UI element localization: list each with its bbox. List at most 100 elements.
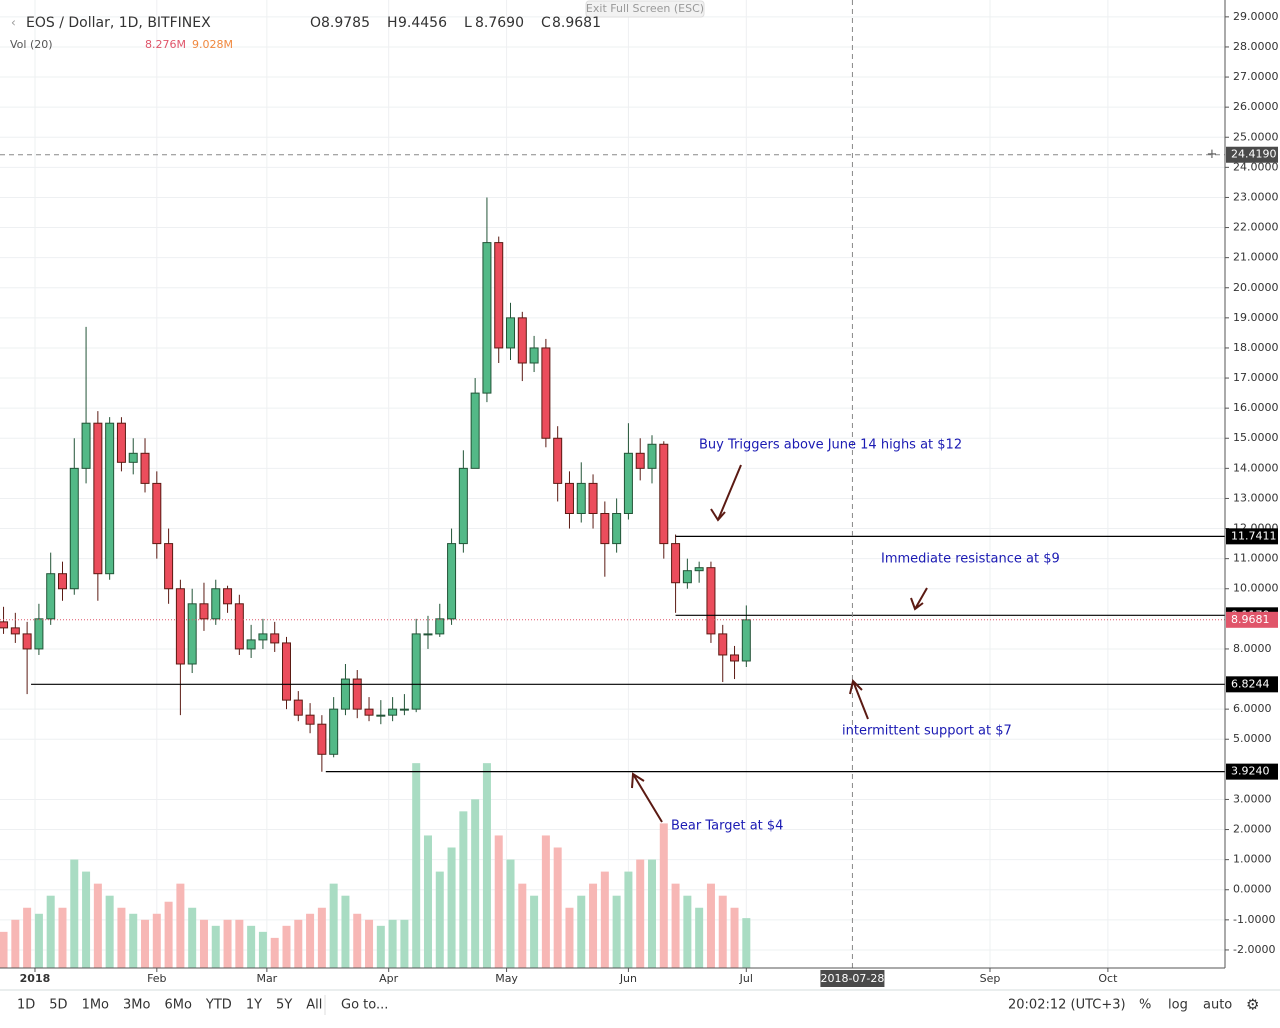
volume-bar <box>695 907 704 968</box>
volume-bar <box>636 859 645 968</box>
volume-bar <box>400 919 409 968</box>
volume-bar <box>718 895 727 968</box>
candle-body <box>93 422 103 575</box>
symbol-title[interactable]: EOS / Dollar, 1D, BITFINEX <box>26 15 211 31</box>
candle-body <box>730 654 740 662</box>
x-tick-label: May <box>495 972 518 985</box>
level-badge <box>1226 763 1278 780</box>
candle-body <box>187 603 197 665</box>
range-button[interactable]: 1D <box>17 998 35 1013</box>
candle-body <box>317 723 327 755</box>
volume-bar <box>553 847 562 968</box>
y-tick-label: 26.0000 <box>1233 100 1279 113</box>
candle-body <box>399 708 409 711</box>
range-button[interactable]: 5D <box>49 998 67 1013</box>
y-tick-label: 3.0000 <box>1233 792 1272 805</box>
volume-value: 8.276M <box>145 38 186 51</box>
crosshair-date-badge <box>820 970 885 987</box>
arrow <box>631 772 663 823</box>
scale-option[interactable]: log <box>1168 998 1188 1013</box>
volume-bar <box>647 859 656 968</box>
volume-bar <box>247 925 256 968</box>
candle-body <box>234 603 244 650</box>
candle-body <box>506 317 516 349</box>
ohlc-key: L <box>464 15 472 31</box>
volume-bar <box>117 907 126 968</box>
y-tick-label: 28.0000 <box>1233 40 1279 53</box>
goto-button[interactable]: Go to... <box>341 998 388 1013</box>
y-tick-label: 0.0000 <box>1233 883 1272 896</box>
candle-body <box>706 567 716 635</box>
volume-bar <box>105 895 114 968</box>
range-button[interactable]: All <box>306 998 322 1013</box>
candle-body <box>34 618 44 650</box>
arrow <box>710 464 742 522</box>
candle-body <box>282 642 292 701</box>
scale-option[interactable]: % <box>1139 998 1151 1013</box>
volume-bar <box>306 913 315 968</box>
volume-bar <box>270 937 279 968</box>
candle-body <box>588 482 598 514</box>
volume-bar <box>506 859 515 968</box>
exit-label[interactable]: Exit Full Screen (ESC) <box>586 2 704 15</box>
annotation: Buy Triggers above June 14 highs at $12 <box>699 438 962 453</box>
level-badge <box>1226 528 1278 545</box>
scale-option[interactable]: auto <box>1203 998 1232 1013</box>
candle-body <box>223 588 233 605</box>
y-tick-label: 23.0000 <box>1233 190 1279 203</box>
y-tick-label: 29.0000 <box>1233 10 1279 23</box>
range-button[interactable]: 1Y <box>246 998 262 1013</box>
volume-bar <box>129 913 138 968</box>
volume-bar <box>706 883 715 968</box>
clock: 20:02:12 (UTC+3) <box>1008 998 1126 1013</box>
volume-bar <box>671 883 680 968</box>
range-button[interactable]: 5Y <box>276 998 292 1013</box>
volume-bar <box>376 925 385 968</box>
volume-bar <box>152 913 161 968</box>
y-tick-label: 13.0000 <box>1233 491 1279 504</box>
volume-bar <box>11 919 20 968</box>
volume-bar <box>423 835 432 968</box>
volume-bar <box>459 811 468 968</box>
volume-bar <box>412 763 421 968</box>
candle-body <box>352 678 362 710</box>
y-tick-label: 2.0000 <box>1233 823 1272 836</box>
x-tick-label: Apr <box>379 972 399 985</box>
range-button[interactable]: YTD <box>205 998 232 1013</box>
back-icon: ‹ <box>11 16 16 30</box>
arrow <box>849 679 869 720</box>
annotation: Immediate resistance at $9 <box>881 552 1060 567</box>
candle-body <box>482 242 492 394</box>
y-tick-label: 20.0000 <box>1233 281 1279 294</box>
x-tick-label: Sep <box>980 972 1001 985</box>
y-tick-label: 5.0000 <box>1233 732 1272 745</box>
y-tick-label: 19.0000 <box>1233 311 1279 324</box>
volume-bar <box>82 871 91 968</box>
volume-bar <box>518 883 527 968</box>
volume-bar <box>742 918 751 968</box>
volume-bar <box>258 931 267 968</box>
volume-bar <box>589 883 598 968</box>
candle-body <box>612 512 622 545</box>
volume-bar <box>223 919 232 968</box>
volume-bar <box>447 847 456 968</box>
range-button[interactable]: 6Mo <box>164 998 191 1013</box>
volume-bar <box>23 907 32 968</box>
settings-icon[interactable]: ⚙ <box>1246 996 1259 1014</box>
candle-body <box>46 573 56 620</box>
x-tick-label: Jul <box>739 972 753 985</box>
y-tick-label: 21.0000 <box>1233 251 1279 264</box>
candle-body <box>553 437 563 484</box>
volume-bar <box>188 907 197 968</box>
volume-bar <box>294 919 303 968</box>
candle-body <box>175 588 185 665</box>
candle-body <box>152 482 162 545</box>
range-button[interactable]: 3Mo <box>123 998 150 1013</box>
candle-body <box>741 619 751 662</box>
candle-body <box>494 242 504 349</box>
range-button[interactable]: 1Mo <box>82 998 109 1013</box>
ohlc-value: 8.7690 <box>475 15 524 31</box>
candle-body <box>517 317 527 364</box>
exit-button[interactable] <box>585 0 705 18</box>
